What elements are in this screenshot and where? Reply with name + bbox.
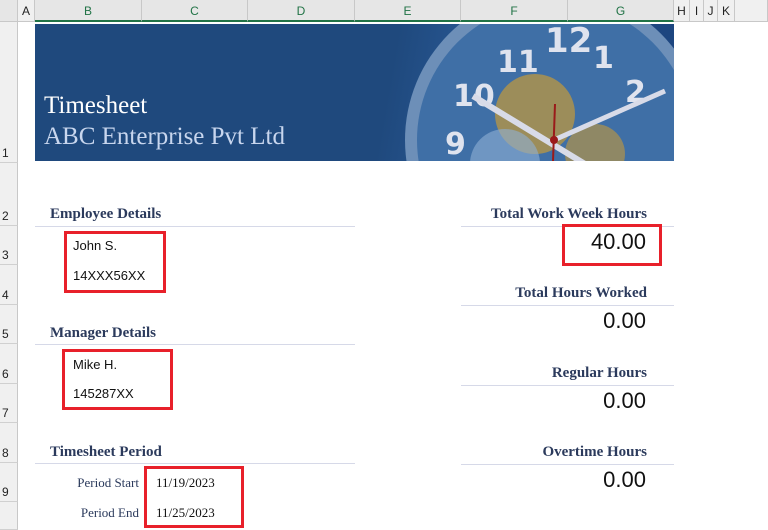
row-header-4[interactable]: 4 [0, 265, 18, 305]
period-start-cell[interactable]: 11/19/2023 [156, 475, 215, 490]
manager-highlight [62, 349, 173, 410]
manager-name-cell[interactable]: Mike H. [73, 357, 118, 372]
row-header-9[interactable]: 9 [0, 463, 18, 502]
column-header-C[interactable]: C [142, 0, 248, 22]
select-all-corner[interactable] [0, 0, 18, 22]
employee-name-cell[interactable]: John S. [73, 238, 118, 253]
row-header-6[interactable]: 6 [0, 344, 18, 384]
divider [461, 464, 674, 465]
clock-image: 12 11 1 10 2 9 [405, 24, 674, 161]
column-header-I[interactable]: I [690, 0, 704, 22]
row-header-8[interactable]: 8 [0, 423, 18, 463]
row-header-3[interactable]: 3 [0, 226, 18, 265]
svg-text:12: 12 [545, 24, 592, 61]
column-header-F[interactable]: F [461, 0, 568, 22]
summary-value[interactable]: 0.00 [603, 308, 646, 333]
divider [35, 463, 355, 464]
column-header-E[interactable]: E [355, 0, 461, 22]
row-header-empty [0, 502, 18, 530]
column-header-B[interactable]: B [35, 0, 142, 22]
column-header-D[interactable]: D [248, 0, 355, 22]
summary-label: Overtime Hours [542, 444, 647, 460]
row-header-7[interactable]: 7 [0, 384, 18, 423]
banner-title: Timesheet [44, 92, 148, 119]
manager-details-heading: Manager Details [50, 325, 156, 341]
employee-details-heading: Employee Details [50, 206, 162, 222]
column-header-J[interactable]: J [704, 0, 718, 22]
column-header-empty [735, 0, 768, 22]
period-start-label: Period Start [77, 475, 139, 490]
svg-text:11: 11 [497, 45, 539, 80]
row-header-1[interactable]: 1 [0, 22, 18, 163]
period-end-cell[interactable]: 11/25/2023 [156, 505, 215, 520]
employee-highlight [64, 231, 166, 293]
row-header-5[interactable]: 5 [0, 305, 18, 344]
divider [35, 344, 355, 345]
column-header-G[interactable]: G [568, 0, 674, 22]
divider [35, 226, 355, 227]
column-header-A[interactable]: A [18, 0, 35, 22]
summary-label: Regular Hours [551, 365, 647, 381]
manager-id-cell[interactable]: 145287XX [73, 386, 134, 401]
period-end-label: Period End [80, 505, 139, 520]
column-header-K[interactable]: K [718, 0, 735, 22]
banner: 12 11 1 10 2 9 Timesheet ABC Enterprise … [35, 24, 674, 161]
summary-value[interactable]: 40.00 [590, 229, 646, 254]
column-header-H[interactable]: H [674, 0, 690, 22]
summary-value[interactable]: 0.00 [603, 388, 646, 413]
svg-text:1: 1 [593, 41, 614, 76]
row-header-2[interactable]: 2 [0, 163, 18, 226]
divider [461, 385, 674, 386]
employee-id-cell[interactable]: 14XXX56XX [73, 268, 146, 283]
period-highlight [144, 466, 244, 528]
svg-text:9: 9 [445, 127, 466, 161]
work-week-highlight [562, 224, 662, 266]
summary-label: Total Work Week Hours [490, 206, 647, 222]
summary-label: Total Hours Worked [515, 285, 647, 301]
timesheet-period-heading: Timesheet Period [50, 444, 162, 460]
banner-company: ABC Enterprise Pvt Ltd [44, 123, 285, 150]
summary-value[interactable]: 0.00 [603, 467, 646, 492]
divider [461, 305, 674, 306]
